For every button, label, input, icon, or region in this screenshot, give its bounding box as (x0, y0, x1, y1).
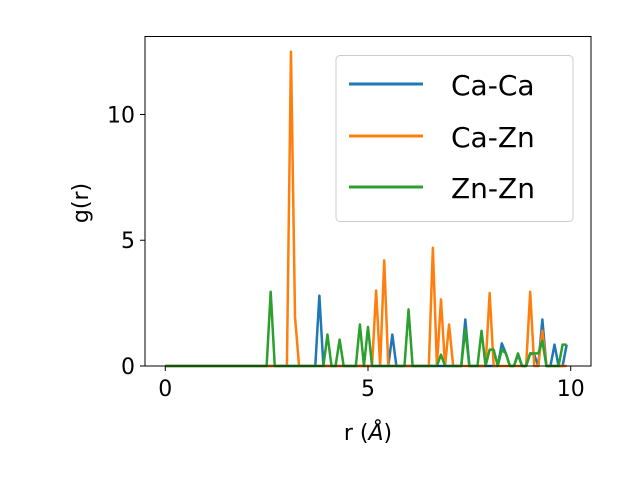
legend-box (335, 55, 574, 222)
y-tick-label: 10 (107, 103, 135, 128)
plot-frame (144, 36, 592, 367)
legend-label-zn-zn: Zn-Zn (451, 172, 535, 205)
y-axis-label: g(r) (69, 183, 94, 223)
y-tick-label: 0 (121, 355, 135, 380)
y-tick-label: 5 (121, 229, 135, 254)
x-tick-label: 10 (557, 377, 585, 402)
x-tick-label: 5 (361, 377, 375, 402)
x-axis-label: r (Å) (344, 419, 392, 446)
ticks-layer: 0 5 10 0 5 10 (107, 103, 585, 402)
legend: Ca-Ca Ca-Zn Zn-Zn (335, 55, 574, 222)
legend-label-ca-zn: Ca-Zn (451, 121, 535, 154)
legend-label-ca-ca: Ca-Ca (451, 69, 535, 102)
x-tick-label: 0 (158, 377, 172, 402)
